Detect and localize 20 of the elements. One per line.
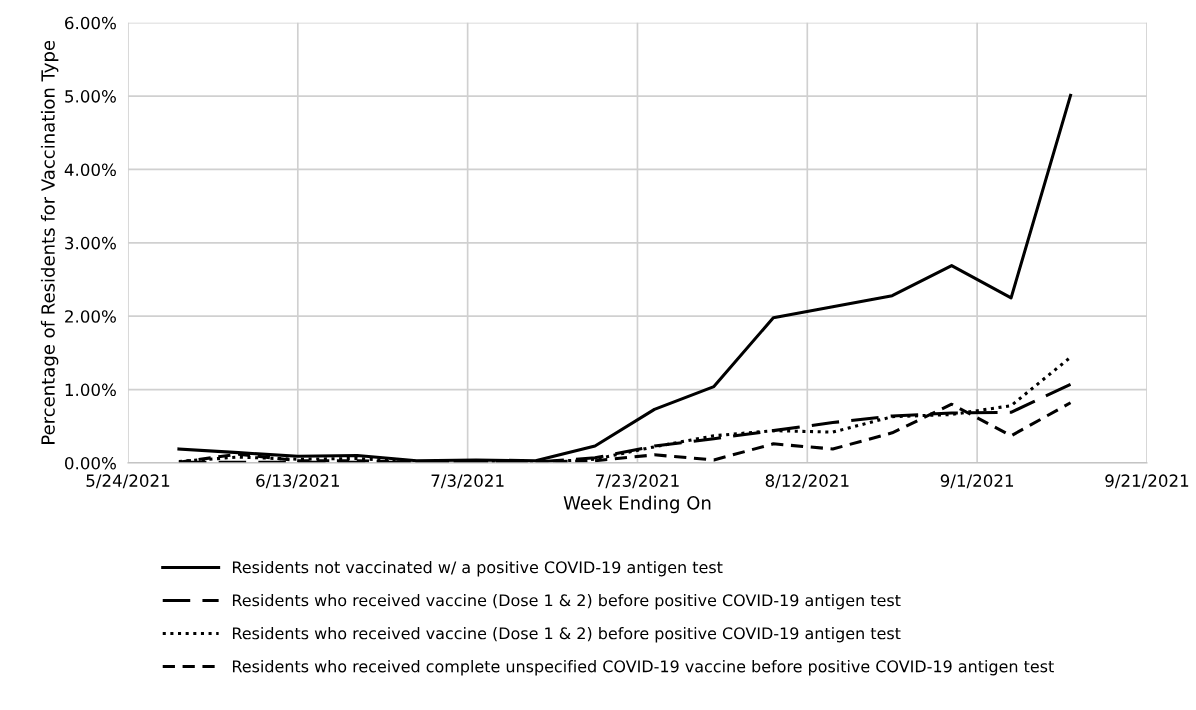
- x-tick-label: 9/1/2021: [940, 474, 1014, 489]
- legend-label: Residents not vaccinated w/ a positive COVID-19 antigen test: [232, 560, 723, 577]
- x-tick-label: 6/13/2021: [256, 474, 339, 489]
- y-tick-label: 0.00%: [65, 456, 116, 470]
- legend-label: Residents who received vaccine (Dose 1 & 2) before positive COVID-19 antigen test: [232, 626, 901, 643]
- x-tick-label: 7/23/2021: [596, 474, 679, 489]
- y-tick-label: 4.00%: [64, 163, 116, 177]
- x-tick-label: 7/3/2021: [431, 474, 504, 489]
- x-tick-label: 8/12/2021: [765, 474, 849, 489]
- y-tick-label: 6.00%: [65, 16, 116, 30]
- x-axis-title: Week Ending On: [563, 495, 711, 514]
- y-tick-label: 1.00%: [65, 383, 116, 397]
- x-tick-label: 5/24/2021: [86, 474, 170, 489]
- y-axis-title: Percentage of Residents for Vaccination Type: [40, 40, 59, 444]
- legend-label: Residents who received vaccine (Dose 1 & 2) before positive COVID-19 antigen test: [232, 593, 901, 610]
- y-tick-label: 3.00%: [65, 236, 116, 250]
- y-tick-label: 2.00%: [65, 310, 116, 323]
- x-tick-label: 9/21/2021: [1105, 474, 1189, 489]
- legend-label: Residents who received complete unspecified COVID-19 vaccine before positive COVID-19 antigen test: [232, 660, 1054, 676]
- y-tick-label: 5.00%: [65, 90, 116, 103]
